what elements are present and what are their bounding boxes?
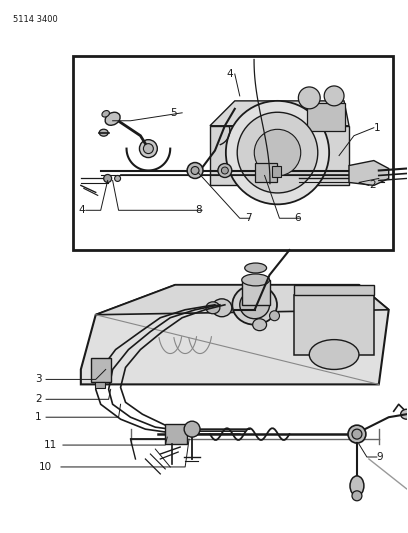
Bar (272, 166, 282, 177)
Bar (255, 163, 277, 182)
Ellipse shape (104, 174, 112, 182)
Text: 10: 10 (39, 462, 52, 472)
Ellipse shape (254, 130, 301, 176)
Ellipse shape (140, 140, 157, 158)
Bar (210, 126, 349, 185)
Polygon shape (349, 160, 389, 185)
Ellipse shape (105, 112, 120, 125)
Text: 5: 5 (170, 108, 177, 118)
Text: 6: 6 (295, 213, 301, 223)
Text: 4: 4 (227, 69, 233, 79)
Ellipse shape (212, 299, 232, 317)
Text: 2: 2 (369, 181, 375, 190)
Ellipse shape (187, 163, 203, 179)
Ellipse shape (352, 429, 362, 439)
Polygon shape (210, 101, 349, 126)
Text: 11: 11 (44, 440, 58, 450)
Bar (307, 103, 345, 131)
Polygon shape (81, 285, 389, 384)
Ellipse shape (240, 291, 270, 319)
Text: 2: 2 (35, 394, 42, 405)
Bar (73, 56, 393, 250)
Ellipse shape (348, 425, 366, 443)
Bar (95, 382, 105, 389)
Ellipse shape (115, 175, 121, 181)
Ellipse shape (298, 87, 320, 109)
Ellipse shape (245, 263, 266, 273)
Text: 1: 1 (35, 412, 42, 422)
Ellipse shape (258, 164, 271, 177)
Text: 1: 1 (374, 123, 381, 133)
Ellipse shape (222, 167, 228, 174)
Bar (91, 358, 111, 382)
Ellipse shape (218, 164, 232, 177)
Text: 4: 4 (79, 205, 86, 215)
Polygon shape (96, 285, 389, 315)
Ellipse shape (253, 319, 266, 330)
Text: 5114 3400: 5114 3400 (13, 15, 58, 25)
Ellipse shape (350, 476, 364, 496)
Text: 9: 9 (377, 452, 384, 462)
Polygon shape (295, 285, 374, 295)
Ellipse shape (237, 112, 318, 193)
Ellipse shape (191, 166, 199, 174)
Ellipse shape (324, 86, 344, 106)
Ellipse shape (309, 340, 359, 369)
Text: 7: 7 (245, 213, 251, 223)
Ellipse shape (352, 491, 362, 501)
Bar (165, 424, 187, 444)
Circle shape (184, 421, 200, 437)
Ellipse shape (206, 302, 220, 314)
Ellipse shape (401, 409, 408, 419)
Ellipse shape (99, 129, 108, 136)
Text: 3: 3 (35, 374, 42, 384)
Ellipse shape (226, 101, 329, 204)
Text: 8: 8 (195, 205, 202, 215)
Ellipse shape (102, 110, 109, 117)
Bar (242, 280, 270, 305)
Ellipse shape (242, 274, 270, 286)
Bar (295, 295, 374, 354)
Ellipse shape (144, 144, 153, 154)
Ellipse shape (270, 311, 279, 321)
Ellipse shape (232, 285, 277, 325)
